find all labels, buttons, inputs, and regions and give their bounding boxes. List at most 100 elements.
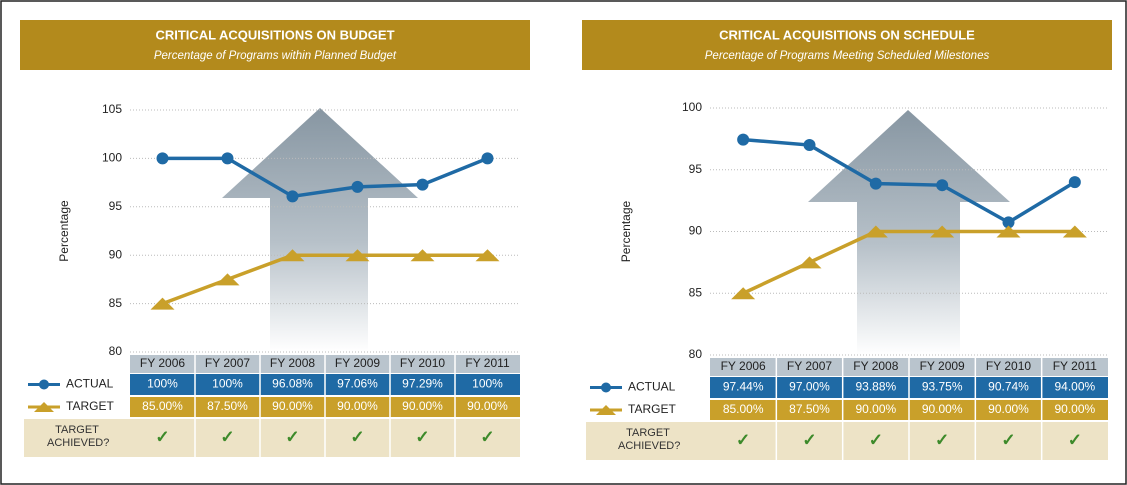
legend-label: ACTUAL (66, 377, 114, 391)
value-label: 90.00% (467, 399, 508, 413)
marker (996, 225, 1021, 238)
check: ✓ (869, 430, 883, 449)
value-label: 90.00% (922, 402, 963, 416)
x-tick-label: FY 2008 (270, 356, 315, 370)
marker (416, 178, 429, 191)
legend-label: TARGET (66, 399, 114, 413)
y-tick-label: 90 (689, 224, 703, 238)
value-label: 97.06% (337, 377, 378, 391)
value-label: 97.44% (723, 380, 764, 394)
header-band (20, 20, 530, 70)
series-line (162, 156, 489, 199)
y-tick-label: 95 (109, 199, 123, 213)
achieved-label: TARGET ACHIEVED? (47, 424, 110, 449)
value-label: 90.00% (337, 399, 378, 413)
value-label: 87.50% (789, 402, 830, 416)
legend-marker (34, 402, 54, 412)
x-tick-label: FY 2011 (1053, 359, 1098, 373)
value-label: 100% (147, 377, 178, 391)
value-label: 90.74% (988, 380, 1029, 394)
y-tick-label: 100 (682, 100, 702, 114)
marker (215, 273, 240, 286)
check: ✓ (736, 430, 750, 449)
legend-marker (39, 379, 49, 390)
marker (930, 225, 955, 238)
marker (936, 179, 949, 192)
chart-title: CRITICAL ACQUISITIONS ON BUDGET (155, 27, 394, 42)
chart-title: CRITICAL ACQUISITIONS ON SCHEDULE (719, 27, 975, 42)
y-tick-label: 80 (109, 344, 123, 358)
value-label: 93.75% (922, 380, 963, 394)
marker (731, 287, 756, 300)
value-label: 90.00% (988, 402, 1029, 416)
y-tick-label: 85 (689, 285, 703, 299)
legend-label: TARGET (628, 402, 676, 416)
chart-subtitle: Percentage of Programs within Planned Bu… (154, 50, 397, 62)
value-label: 90.00% (1054, 402, 1095, 416)
value-label: 100% (472, 377, 503, 391)
y-tick-label: 80 (689, 347, 703, 361)
legend-label: ACTUAL (628, 380, 676, 394)
marker (351, 180, 364, 193)
check: ✓ (350, 427, 364, 446)
marker (156, 152, 169, 165)
x-tick-label: FY 2010 (986, 359, 1031, 373)
y-axis-label: Percentage (619, 200, 633, 262)
x-tick-label: FY 2010 (400, 356, 445, 370)
marker (869, 177, 882, 190)
marker (221, 152, 234, 165)
table-label-cell (586, 422, 710, 460)
marker (1002, 216, 1015, 229)
value-label: 97.00% (789, 380, 830, 394)
y-tick-label: 95 (689, 162, 703, 176)
marker (345, 249, 370, 262)
check: ✓ (1068, 430, 1082, 449)
x-tick-label: FY 2009 (335, 356, 380, 370)
y-tick-label: 100 (102, 151, 122, 165)
legend-marker (596, 405, 616, 415)
marker (481, 152, 494, 165)
value-label: 94.00% (1054, 380, 1095, 394)
check: ✓ (155, 427, 169, 446)
check: ✓ (415, 427, 429, 446)
value-label: 87.50% (207, 399, 248, 413)
check: ✓ (220, 427, 234, 446)
value-label: 93.88% (855, 380, 896, 394)
x-tick-label: FY 2007 (787, 359, 832, 373)
chart-subtitle: Percentage of Programs Meeting Scheduled… (705, 50, 990, 62)
check: ✓ (285, 427, 299, 446)
marker (737, 133, 750, 146)
x-tick-label: FY 2006 (140, 356, 185, 370)
check: ✓ (480, 427, 494, 446)
series-line (161, 253, 488, 306)
value-label: 90.00% (402, 399, 443, 413)
x-tick-label: FY 2011 (465, 356, 510, 370)
marker (797, 256, 822, 269)
y-tick-label: 85 (109, 296, 123, 310)
marker (1062, 225, 1087, 238)
achieved-label-box: TARGET ACHIEVED? (47, 424, 110, 449)
marker (803, 139, 816, 152)
check: ✓ (802, 430, 816, 449)
value-label: 97.29% (402, 377, 443, 391)
marker (286, 190, 299, 203)
value-label: 85.00% (723, 402, 764, 416)
marker (475, 249, 500, 262)
marker (280, 249, 305, 262)
check: ✓ (935, 430, 949, 449)
achieved-label: TARGET ACHIEVED? (618, 427, 681, 452)
legend-marker (601, 382, 611, 393)
marker (410, 249, 435, 262)
x-tick-label: FY 2006 (721, 359, 766, 373)
series-line (743, 137, 1076, 225)
arrow (222, 108, 418, 352)
x-tick-label: FY 2009 (920, 359, 965, 373)
value-label: 85.00% (142, 399, 183, 413)
marker (863, 225, 888, 238)
marker (150, 297, 175, 310)
y-tick-label: 90 (109, 247, 123, 261)
y-axis-label: Percentage (57, 200, 71, 262)
value-label: 90.00% (272, 399, 313, 413)
